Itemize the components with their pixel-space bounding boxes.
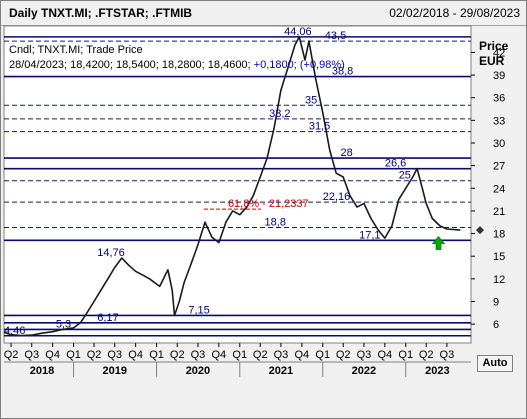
quarter-label: Q2 — [253, 349, 268, 361]
plot-area[interactable] — [3, 25, 472, 344]
price-tick-label: 33 — [493, 115, 505, 127]
quarter-label: Q1 — [315, 349, 330, 361]
price-layer — [3, 36, 461, 337]
level-label: 4,46 — [4, 325, 25, 337]
price-tick-label: 15 — [493, 251, 505, 263]
legend-line-1: Cndl; TNXT.MI; Trade Price — [9, 44, 143, 56]
price-axis-title: Price — [479, 39, 509, 53]
legend-line-2: 28/04/2023; 18,4200; 18,5400; 18,2800; 1… — [9, 59, 345, 71]
level-label: 7,15 — [188, 304, 209, 316]
quarter-label: Q3 — [357, 349, 372, 361]
level-label: 43,5 — [325, 30, 346, 42]
chart-title: Daily TNXT.MI; .FTSTAR; .FTMIB — [9, 6, 193, 20]
quarter-label: Q2 — [170, 349, 185, 361]
legend-ohlc: 28/04/2023; 18,4200; 18,5400; 18,2800; 1… — [9, 59, 254, 71]
quarter-label: Q3 — [440, 349, 455, 361]
level-label: 35 — [305, 94, 317, 106]
year-label: 2023 — [425, 365, 449, 377]
quarter-label: Q4 — [128, 349, 143, 361]
price-tick-label: 24 — [493, 183, 505, 195]
level-label: 5,3 — [56, 318, 71, 330]
quarter-label: Q2 — [4, 349, 19, 361]
price-tick-label: 12 — [493, 274, 505, 286]
level-label: 31,5 — [309, 121, 330, 133]
quarter-label: Q3 — [191, 349, 206, 361]
quarter-label: Q4 — [212, 349, 227, 361]
quarter-label: Q3 — [274, 349, 289, 361]
quarter-label: Q1 — [398, 349, 413, 361]
level-label: 18,8 — [265, 217, 286, 229]
levels-layer — [4, 36, 471, 337]
price-tick-label: 42 — [493, 47, 505, 59]
time-axis[interactable]: Q2 Q3 Q4 Q1 Q2 Q3 Q4 Q1 Q2 Q3 Q4 Q1 Q2 Q3 Q4 Q1 Q2 Q3 Q4 Q1… — [4, 343, 471, 377]
level-label: 22,16 — [323, 191, 351, 203]
level-label: 44,06 — [284, 26, 312, 38]
level-label: 26,6 — [385, 158, 406, 170]
year-label: 2021 — [269, 365, 293, 377]
last-price-marker — [476, 226, 484, 235]
price-axis[interactable]: 6 9 12 15 18 21 24 27 30 33 36 39 42 — [471, 47, 505, 331]
level-label: 6,17 — [97, 312, 118, 324]
quarter-label: Q4 — [45, 349, 60, 361]
chart-header: Daily TNXT.MI; .FTSTAR; .FTMIB 02/02/201… — [1, 1, 526, 26]
level-label: 33,2 — [269, 108, 290, 120]
level-label: 61,8% - 21,2337 — [228, 198, 309, 210]
price-tick-label: 9 — [493, 296, 499, 308]
year-label: 2019 — [102, 365, 126, 377]
quarter-label: Q1 — [232, 349, 247, 361]
quarter-label: Q2 — [419, 349, 434, 361]
quarter-label: Q3 — [24, 349, 39, 361]
quarter-label: Q1 — [149, 349, 164, 361]
price-tick-label: 39 — [493, 70, 505, 82]
legend-change: +0,1800; (+0,98%) — [254, 59, 345, 71]
quarter-label: Q4 — [294, 349, 309, 361]
price-tick-label: 21 — [493, 206, 505, 218]
year-label: 2018 — [30, 365, 54, 377]
year-label: 2020 — [186, 365, 210, 377]
price-series-line — [3, 36, 461, 337]
quarter-label: Q4 — [377, 349, 392, 361]
level-label: 14,76 — [97, 247, 125, 259]
auto-scale-button[interactable]: Auto — [477, 355, 513, 372]
currency-label: EUR — [479, 54, 505, 68]
price-chart[interactable]: 44,06 43,5 38,8 35 33,2 31,5 28 26,625 22,16 61,8… — [1, 25, 526, 418]
quarter-label: Q3 — [107, 349, 122, 361]
price-tick-label: 27 — [493, 161, 505, 173]
quarter-label: Q2 — [336, 349, 351, 361]
quarter-label: Q2 — [87, 349, 102, 361]
level-label: 25 — [399, 170, 411, 182]
price-tick-label: 30 — [493, 138, 505, 150]
year-label: 2022 — [352, 365, 376, 377]
level-label: 28 — [340, 147, 352, 159]
level-labels-layer: 44,06 43,5 38,8 35 33,2 31,5 28 26,625 22,16 61,8… — [4, 26, 411, 337]
price-tick-label: 18 — [493, 229, 505, 241]
price-tick-label: 6 — [493, 319, 499, 331]
price-tick-label: 36 — [493, 93, 505, 105]
buy-signal-arrow — [431, 236, 446, 250]
quarter-label: Q1 — [66, 349, 81, 361]
level-label: 38,8 — [332, 66, 353, 78]
level-label: 17,1 — [359, 229, 380, 241]
date-range: 02/02/2018 - 29/08/2023 — [389, 6, 520, 20]
